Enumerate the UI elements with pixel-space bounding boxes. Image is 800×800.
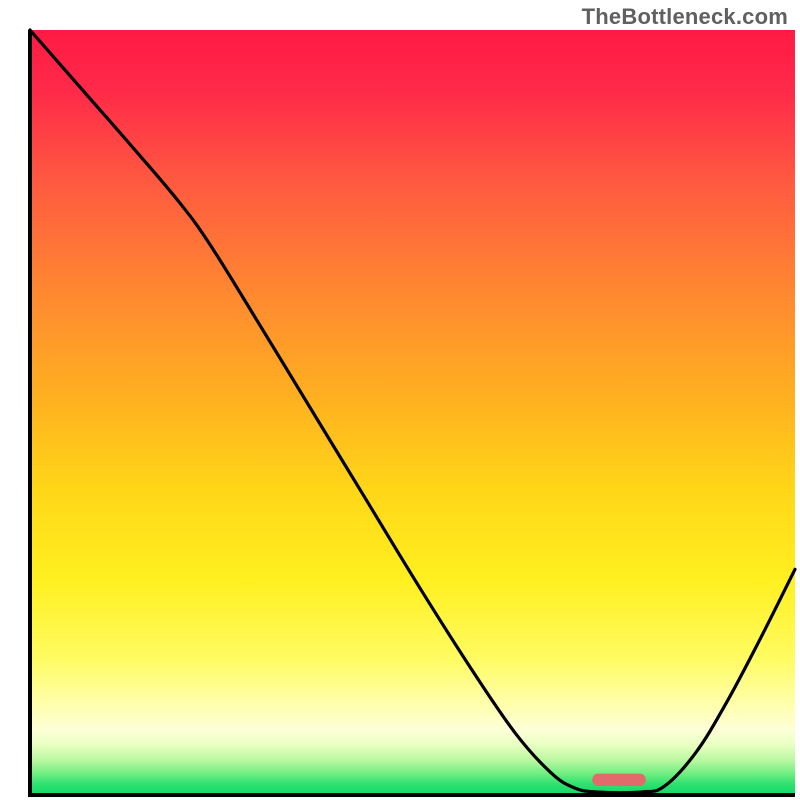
optimal-range — [592, 774, 646, 786]
plot-area — [30, 30, 795, 795]
gradient-background — [30, 30, 795, 795]
chart-container: TheBottleneck.com — [0, 0, 800, 800]
watermark-text: TheBottleneck.com — [582, 4, 788, 30]
bottleneck-chart — [0, 0, 800, 800]
